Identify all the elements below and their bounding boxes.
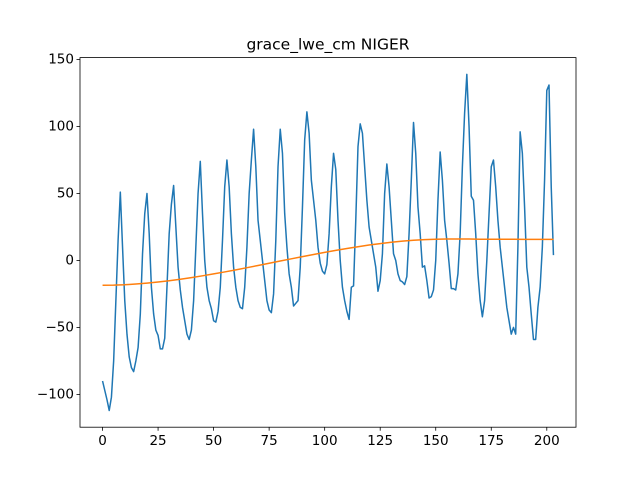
y-tick-label: −100 <box>37 386 74 402</box>
x-tick-label: 75 <box>261 433 278 449</box>
y-tick-label: −50 <box>46 319 75 335</box>
y-tick-label: 100 <box>48 119 74 135</box>
line <box>102 238 554 286</box>
x-tick-label: 100 <box>312 433 338 449</box>
y-tick-label: 150 <box>48 52 74 68</box>
chart-title: grace_lwe_cm NIGER <box>246 36 409 55</box>
x-tick-label: 175 <box>478 433 504 449</box>
x-tick-label: 125 <box>367 433 393 449</box>
x-tick-label: 200 <box>534 433 560 449</box>
y-tick-label: 0 <box>65 252 74 268</box>
y-tick-label: 50 <box>57 186 74 202</box>
line <box>101 73 555 412</box>
x-tick-label: 25 <box>149 433 166 449</box>
x-tick-label: 150 <box>423 433 449 449</box>
x-tick-label: 50 <box>205 433 222 449</box>
plot-frame <box>79 57 577 428</box>
x-tick-label: 0 <box>98 433 107 449</box>
